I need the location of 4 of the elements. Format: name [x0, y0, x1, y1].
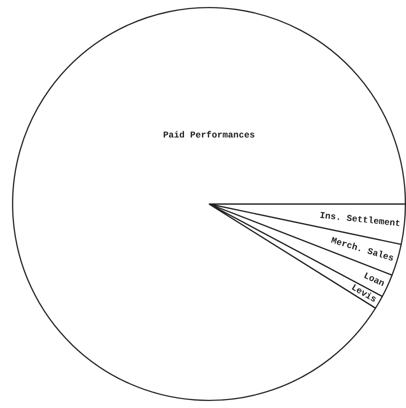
slice-label: Loan: [362, 270, 386, 290]
slice-label: Merch. Sales: [330, 236, 395, 264]
slice-label: Paid Performances: [163, 130, 255, 141]
slice-label: Ins. Settlement: [319, 210, 401, 230]
